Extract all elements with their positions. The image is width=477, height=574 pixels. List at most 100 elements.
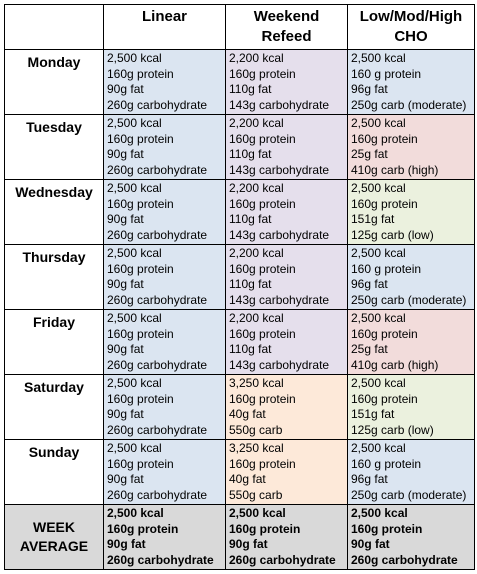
nutrition-line: 2,500 kcal bbox=[351, 441, 406, 455]
table-row: Tuesday 2,500 kcal 160g protein 90g fat 260g… bbox=[4, 114, 475, 180]
nutrition-line: 160g protein bbox=[229, 326, 296, 341]
nutrition-line: 2,500 kcal bbox=[351, 376, 406, 390]
nutrition-line: 2,500 kcal bbox=[107, 181, 162, 195]
low-mod-high-cell: 2,500 kcal 160 g protein 96g fat 250g carb … bbox=[347, 439, 475, 505]
header-weekend-line1: Weekend bbox=[253, 8, 320, 25]
nutrition-line: 2,500 kcal bbox=[107, 506, 164, 520]
nutrition-line: 160 g protein bbox=[351, 261, 422, 276]
nutrition-line: 2,500 kcal bbox=[351, 51, 406, 65]
nutrition-line: 2,500 kcal bbox=[107, 246, 162, 260]
nutrition-line: 143g carbohydrate bbox=[229, 357, 330, 372]
nutrition-line: 2,500 kcal bbox=[351, 116, 406, 130]
nutrition-line: 110g fat bbox=[229, 342, 272, 356]
linear-cell: 2,500 kcal 160g protein 90g fat 260g carboh… bbox=[103, 374, 226, 440]
nutrition-line: 160g protein bbox=[107, 196, 174, 211]
nutrition-line: 125g carb (low) bbox=[351, 422, 434, 437]
nutrition-line: 90g fat bbox=[107, 342, 144, 356]
nutrition-line: 90g fat bbox=[107, 537, 146, 551]
linear-cell: 2,500 kcal 160g protein 90g fat 260g carboh… bbox=[103, 49, 226, 115]
nutrition-line: 90g fat bbox=[229, 537, 268, 551]
table-row: Thursday 2,500 kcal 160g protein 90g fat 260… bbox=[4, 244, 475, 310]
nutrition-line: 160g protein bbox=[107, 391, 174, 406]
nutrition-line: 2,500 kcal bbox=[107, 376, 162, 390]
nutrition-line: 2,500 kcal bbox=[229, 506, 286, 520]
nutrition-line: 160g protein bbox=[351, 196, 418, 211]
nutrition-line: 2,500 kcal bbox=[107, 311, 162, 325]
nutrition-line: 3,250 kcal bbox=[229, 376, 284, 390]
nutrition-line: 260g carbohydrate bbox=[107, 227, 208, 242]
nutrition-line: 96g fat bbox=[351, 82, 388, 96]
average-lmh-cell: 2,500 kcal 160g protein 90g fat 260g carboh… bbox=[347, 504, 475, 570]
table-row: Wednesday 2,500 kcal 160g protein 90g fat 26… bbox=[4, 179, 475, 245]
linear-cell: 2,500 kcal 160g protein 90g fat 260g carboh… bbox=[103, 439, 226, 505]
nutrition-line: 40g fat bbox=[229, 472, 266, 486]
nutrition-line: 160g protein bbox=[229, 521, 301, 536]
nutrition-line: 410g carb (high) bbox=[351, 162, 439, 177]
header-weekend-refeed: Weekend Refeed bbox=[225, 4, 348, 50]
weekend-refeed-cell: 2,200 kcal 160g protein 110g fat 143g carbo… bbox=[225, 114, 348, 180]
nutrition-line: 90g fat bbox=[107, 82, 144, 96]
nutrition-line: 143g carbohydrate bbox=[229, 97, 330, 112]
nutrition-line: 2,200 kcal bbox=[229, 181, 284, 195]
low-mod-high-cell: 2,500 kcal 160g protein 25g fat 410g carb (… bbox=[347, 309, 475, 375]
nutrition-line: 160g protein bbox=[351, 391, 418, 406]
corner-cell bbox=[4, 4, 104, 50]
nutrition-line: 160g protein bbox=[107, 261, 174, 276]
week-average-row: WEEK AVERAGE 2,500 kcal 160g protein 90g fat… bbox=[4, 504, 475, 570]
nutrition-line: 160 g protein bbox=[351, 456, 422, 471]
nutrition-line: 125g carb (low) bbox=[351, 227, 434, 242]
low-mod-high-cell: 2,500 kcal 160g protein 151g fat 125g carb … bbox=[347, 374, 475, 440]
nutrition-line: 250g carb (moderate) bbox=[351, 292, 467, 307]
nutrition-line: 260g carbohydrate bbox=[107, 357, 208, 372]
week-average-label: WEEK AVERAGE bbox=[4, 504, 104, 570]
nutrition-line: 160g protein bbox=[229, 66, 296, 81]
average-label-line2: AVERAGE bbox=[19, 538, 89, 554]
weekend-refeed-cell: 2,200 kcal 160g protein 110g fat 143g carbo… bbox=[225, 309, 348, 375]
nutrition-line: 2,200 kcal bbox=[229, 246, 284, 260]
low-mod-high-cell: 2,500 kcal 160g protein 151g fat 125g carb … bbox=[347, 179, 475, 245]
nutrition-line: 160g protein bbox=[107, 521, 179, 536]
nutrition-line: 40g fat bbox=[229, 407, 266, 421]
day-label: Friday bbox=[4, 309, 104, 375]
day-label: Sunday bbox=[4, 439, 104, 505]
nutrition-line: 2,500 kcal bbox=[107, 116, 162, 130]
nutrition-line: 550g carb bbox=[229, 487, 283, 502]
low-mod-high-cell: 2,500 kcal 160 g protein 96g fat 250g carb … bbox=[347, 244, 475, 310]
low-mod-high-cell: 2,500 kcal 160g protein 25g fat 410g carb (… bbox=[347, 114, 475, 180]
nutrition-line: 160g protein bbox=[229, 261, 296, 276]
weekend-refeed-cell: 2,200 kcal 160g protein 110g fat 143g carbo… bbox=[225, 49, 348, 115]
nutrition-line: 25g fat bbox=[351, 147, 388, 161]
nutrition-line: 260g carbohydrate bbox=[107, 292, 208, 307]
nutrition-line: 90g fat bbox=[107, 407, 144, 421]
low-mod-high-cell: 2,500 kcal 160 g protein 96g fat 250g carb … bbox=[347, 49, 475, 115]
table-row: Sunday 2,500 kcal 160g protein 90g fat 260g … bbox=[4, 439, 475, 505]
linear-cell: 2,500 kcal 160g protein 90g fat 260g carboh… bbox=[103, 114, 226, 180]
nutrition-line: 250g carb (moderate) bbox=[351, 487, 467, 502]
nutrition-line: 160g protein bbox=[229, 196, 296, 211]
nutrition-line: 2,200 kcal bbox=[229, 51, 284, 65]
day-label: Tuesday bbox=[4, 114, 104, 180]
average-linear-cell: 2,500 kcal 160g protein 90g fat 260g carboh… bbox=[103, 504, 226, 570]
nutrition-line: 260g carbohydrate bbox=[229, 552, 336, 567]
nutrition-line: 250g carb (moderate) bbox=[351, 97, 467, 112]
nutrition-line: 90g fat bbox=[351, 537, 390, 551]
nutrition-line: 2,500 kcal bbox=[351, 246, 406, 260]
average-weekend-cell: 2,500 kcal 160g protein 90g fat 260g carboh… bbox=[225, 504, 348, 570]
nutrition-line: 143g carbohydrate bbox=[229, 292, 330, 307]
nutrition-line: 90g fat bbox=[107, 472, 144, 486]
nutrition-line: 160g protein bbox=[107, 131, 174, 146]
nutrition-line: 2,500 kcal bbox=[351, 181, 406, 195]
nutrition-line: 260g carbohydrate bbox=[107, 552, 214, 567]
header-linear: Linear bbox=[103, 4, 226, 50]
nutrition-line: 160g protein bbox=[107, 326, 174, 341]
nutrition-line: 160g protein bbox=[351, 521, 423, 536]
nutrition-line: 160g protein bbox=[351, 326, 418, 341]
table-row: Saturday 2,500 kcal 160g protein 90g fat 260… bbox=[4, 374, 475, 440]
header-lmh-line2: CHO bbox=[394, 28, 428, 45]
header-low-mod-high: Low/Mod/High CHO bbox=[347, 4, 475, 50]
table-row: Monday 2,500 kcal 160g protein 90g fat 260g … bbox=[4, 49, 475, 115]
nutrition-line: 2,500 kcal bbox=[351, 311, 406, 325]
nutrition-line: 260g carbohydrate bbox=[107, 162, 208, 177]
nutrition-line: 550g carb bbox=[229, 422, 283, 437]
nutrition-line: 96g fat bbox=[351, 277, 388, 291]
